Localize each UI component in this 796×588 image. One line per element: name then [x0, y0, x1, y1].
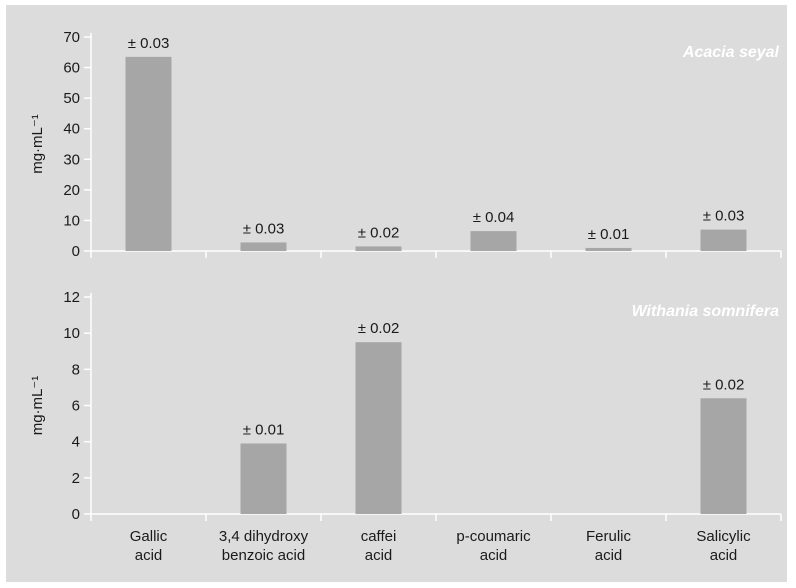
data-label: ± 0.03	[703, 208, 745, 225]
bar	[240, 443, 287, 514]
x-tick-label: acid	[480, 547, 508, 564]
x-tick-label: acid	[595, 547, 623, 564]
data-label: ± 0.02	[358, 320, 400, 337]
data-label: ± 0.04	[473, 209, 515, 226]
y-tick-label: 6	[72, 398, 80, 415]
x-tick-label: p-coumaric	[456, 528, 531, 545]
data-label: ± 0.01	[588, 226, 630, 243]
y-tick-label: 2	[72, 470, 80, 487]
y-tick-label: 70	[63, 29, 80, 46]
y-tick-label: 12	[63, 289, 80, 306]
y-axis-label: mg·mL⁻¹	[29, 114, 46, 174]
bar	[240, 242, 287, 251]
x-tick-label: acid	[710, 547, 738, 564]
chart-figure: Acacia seyal mg·mL⁻¹ 0 10 20 30 40 50 60 70 ± 0.03…	[6, 5, 787, 582]
data-label: ± 0.03	[243, 220, 285, 237]
x-tick-label: Gallic	[130, 528, 168, 545]
x-tick-label: 3,4 dihydroxy	[219, 528, 309, 545]
bar	[125, 56, 172, 251]
data-label: ± 0.02	[358, 224, 400, 241]
panel-title: Withania somnifera	[632, 303, 780, 320]
bar	[700, 398, 747, 514]
data-label: ± 0.02	[703, 376, 745, 393]
data-label: ± 0.03	[128, 35, 170, 52]
panel-title: Acacia seyal	[682, 44, 780, 61]
y-tick-label: 10	[63, 212, 80, 229]
x-tick-label: caffei	[361, 528, 397, 545]
y-tick-label: 30	[63, 151, 80, 168]
bar	[355, 246, 402, 251]
x-tick-label: Ferulic	[586, 528, 632, 545]
y-tick-label: 40	[63, 121, 80, 138]
bar	[355, 342, 402, 514]
panel-2: Withania somnifera mg·mL⁻¹ 0 2 4 6 8 10 12 ± 0.01…	[29, 289, 782, 564]
bar	[470, 231, 517, 251]
y-tick-label: 50	[63, 90, 80, 107]
x-tick-label: benzoic acid	[222, 547, 305, 564]
y-tick-label: 8	[72, 361, 80, 378]
y-tick-label: 60	[63, 60, 80, 77]
bar	[585, 247, 632, 251]
x-tick-label: Salicylic	[696, 528, 751, 545]
y-tick-label: 4	[72, 434, 80, 451]
x-tick-label: acid	[365, 547, 393, 564]
y-tick-label: 0	[72, 506, 80, 523]
y-tick-label: 0	[72, 243, 80, 260]
y-axis-label: mg·mL⁻¹	[29, 376, 46, 436]
x-tick-label: acid	[135, 547, 163, 564]
y-tick-label: 20	[63, 182, 80, 199]
panel-1: Acacia seyal mg·mL⁻¹ 0 10 20 30 40 50 60 70 ± 0.03…	[29, 29, 782, 260]
y-tick-label: 10	[63, 325, 80, 342]
bar	[700, 229, 747, 251]
data-label: ± 0.01	[243, 421, 285, 438]
